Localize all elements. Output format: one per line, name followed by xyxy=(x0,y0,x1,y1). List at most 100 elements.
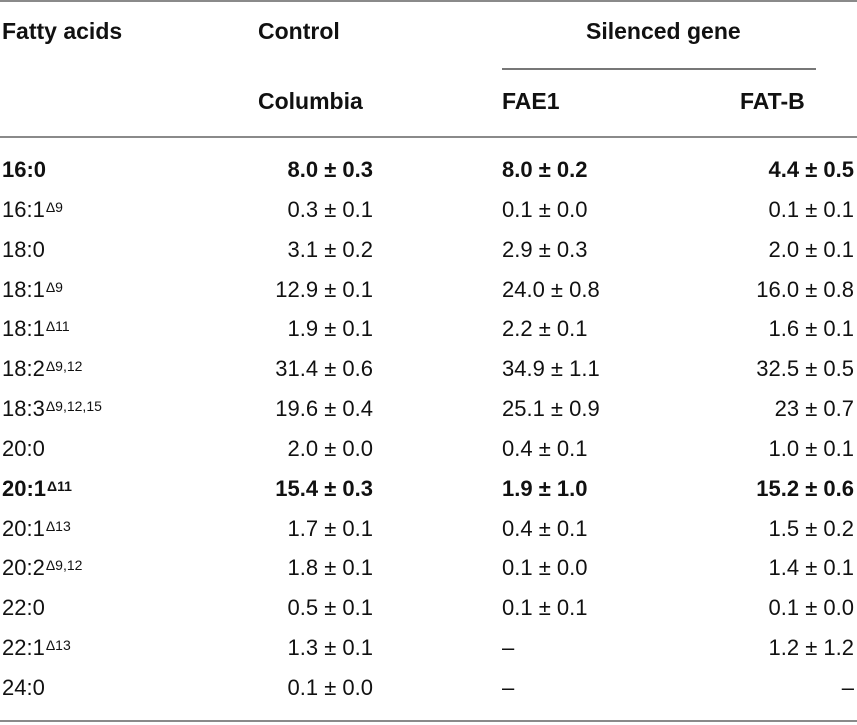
columbia-value: 31.4 ± 0.6 xyxy=(275,356,373,382)
columbia-value: 1.7 ± 0.1 xyxy=(287,515,373,541)
columbia-value: 0.5 ± 0.1 xyxy=(287,595,373,621)
fat-b-value: 2.0 ± 0.1 xyxy=(768,236,854,262)
fatty-acid-cell: 20:2Δ9,12 xyxy=(2,554,82,582)
table-bottom-rule xyxy=(0,720,857,722)
table-row: 22:0 0.5 ± 0.1 0.1 ± 0.1 0.1 ± 0.0 xyxy=(0,588,857,628)
table-row: 20:1Δ13 1.7 ± 0.1 0.4 ± 0.1 1.5 ± 0.2 xyxy=(0,509,857,549)
double-bond-position: Δ9 xyxy=(45,198,63,215)
silenced-gene-span-rule xyxy=(502,68,816,70)
table-row: 16:1Δ9 0.3 ± 0.1 0.1 ± 0.0 0.1 ± 0.1 xyxy=(0,190,857,230)
fae1-value: 24.0 ± 0.8 xyxy=(502,276,600,302)
fae1-value: – xyxy=(502,674,515,700)
header-control: Control xyxy=(258,18,340,44)
fatty-acid-name: 16:1 xyxy=(2,196,45,222)
fatty-acid-name: 18:1 xyxy=(2,276,45,302)
fae1-value: 8.0 ± 0.2 xyxy=(502,157,588,182)
fatty-acid-cell: 18:3Δ9,12,15 xyxy=(2,395,102,423)
columbia-value: 1.8 ± 0.1 xyxy=(287,555,373,581)
fae1-value: 34.9 ± 1.1 xyxy=(502,356,600,382)
double-bond-position: Δ9,12,15 xyxy=(45,398,102,415)
fatty-acid-name: 18:1 xyxy=(2,316,45,342)
header-fatty-acids: Fatty acids xyxy=(2,18,123,44)
fatty-acid-cell: 18:2Δ9,12 xyxy=(2,355,82,383)
table-row: 20:2Δ9,12 1.8 ± 0.1 0.1 ± 0.0 1.4 ± 0.1 xyxy=(0,548,857,588)
fae1-value: 1.9 ± 1.0 xyxy=(502,475,588,501)
fat-b-value: 1.5 ± 0.2 xyxy=(768,515,854,541)
double-bond-position: Δ11 xyxy=(47,477,72,494)
fae1-value: – xyxy=(502,635,515,661)
fatty-acid-name: 20:1 xyxy=(2,515,45,541)
table-row: 18:0 3.1 ± 0.2 2.9 ± 0.3 2.0 ± 0.1 xyxy=(0,230,857,270)
fatty-acid-name: 18:0 xyxy=(2,236,45,262)
columbia-value: 1.9 ± 0.1 xyxy=(287,316,373,342)
fat-b-value: 15.2 ± 0.6 xyxy=(756,475,854,501)
double-bond-position: Δ13 xyxy=(45,637,71,654)
fatty-acid-cell: 22:0 xyxy=(2,594,46,622)
fatty-acid-cell: 18:1Δ9 xyxy=(2,276,63,304)
table-top-rule xyxy=(0,0,857,2)
fat-b-value: 0.1 ± 0.1 xyxy=(768,196,854,222)
fat-b-value: 0.1 ± 0.0 xyxy=(768,595,854,621)
fat-b-value: – xyxy=(841,674,854,700)
fae1-value: 0.4 ± 0.1 xyxy=(502,515,588,541)
fatty-acid-cell: 24:0 xyxy=(2,674,46,702)
columbia-value: 0.1 ± 0.0 xyxy=(287,674,373,700)
header-fae1: FAE1 xyxy=(502,88,560,114)
fae1-value: 2.2 ± 0.1 xyxy=(502,316,588,342)
double-bond-position: Δ9 xyxy=(45,278,63,295)
fatty-acid-name: 18:3 xyxy=(2,396,45,422)
fatty-acid-name: 20:1 xyxy=(2,475,47,501)
fae1-value: 0.1 ± 0.0 xyxy=(502,555,588,581)
fae1-value: 0.1 ± 0.0 xyxy=(502,196,588,222)
table-body: 16:0 8.0 ± 0.3 8.0 ± 0.2 4.4 ± 0.5 16:1Δ9 0.3… xyxy=(0,150,857,708)
columbia-value: 8.0 ± 0.3 xyxy=(287,157,373,182)
columbia-value: 15.4 ± 0.3 xyxy=(275,475,373,501)
header-fat-b: FAT-B xyxy=(740,88,805,114)
table-row: 16:0 8.0 ± 0.3 8.0 ± 0.2 4.4 ± 0.5 xyxy=(0,150,857,190)
columbia-value: 12.9 ± 0.1 xyxy=(275,276,373,302)
fat-b-value: 16.0 ± 0.8 xyxy=(756,276,854,302)
fatty-acid-cell: 18:1Δ11 xyxy=(2,315,70,343)
fatty-acid-name: 22:0 xyxy=(2,595,45,621)
fatty-acid-name: 20:2 xyxy=(2,555,45,581)
columbia-value: 2.0 ± 0.0 xyxy=(287,435,373,461)
fae1-value: 25.1 ± 0.9 xyxy=(502,396,600,422)
fatty-acid-cell: 18:0 xyxy=(2,236,46,264)
double-bond-position: Δ9,12 xyxy=(45,557,83,574)
fatty-acid-name: 22:1 xyxy=(2,635,45,661)
table-row: 20:1Δ11 15.4 ± 0.3 1.9 ± 1.0 15.2 ± 0.6 xyxy=(0,469,857,509)
fae1-value: 2.9 ± 0.3 xyxy=(502,236,588,262)
table-row: 18:1Δ9 12.9 ± 0.1 24.0 ± 0.8 16.0 ± 0.8 xyxy=(0,270,857,310)
columbia-value: 19.6 ± 0.4 xyxy=(275,396,373,422)
fatty-acid-cell: 20:1Δ13 xyxy=(2,515,71,543)
table-row: 22:1Δ13 1.3 ± 0.1 – 1.2 ± 1.2 xyxy=(0,628,857,668)
fatty-acid-cell: 22:1Δ13 xyxy=(2,634,71,662)
table-row: 18:1Δ11 1.9 ± 0.1 2.2 ± 0.1 1.6 ± 0.1 xyxy=(0,309,857,349)
fatty-acid-name: 24:0 xyxy=(2,674,45,700)
fat-b-value: 1.4 ± 0.1 xyxy=(768,555,854,581)
fatty-acid-name: 20:0 xyxy=(2,435,45,461)
fat-b-value: 23 ± 0.7 xyxy=(774,396,854,422)
double-bond-position: Δ13 xyxy=(45,517,71,534)
fat-b-value: 32.5 ± 0.5 xyxy=(756,356,854,382)
table-row: 24:0 0.1 ± 0.0 – – xyxy=(0,668,857,708)
columbia-value: 3.1 ± 0.2 xyxy=(287,236,373,262)
fat-b-value: 4.4 ± 0.5 xyxy=(768,157,854,182)
fae1-value: 0.1 ± 0.1 xyxy=(502,595,588,621)
fat-b-value: 1.0 ± 0.1 xyxy=(768,435,854,461)
columbia-value: 1.3 ± 0.1 xyxy=(287,635,373,661)
double-bond-position: Δ11 xyxy=(45,318,70,335)
fat-b-value: 1.6 ± 0.1 xyxy=(768,316,854,342)
fatty-acid-name: 16:0 xyxy=(2,157,47,182)
table-row: 18:2Δ9,12 31.4 ± 0.6 34.9 ± 1.1 32.5 ± 0.5 xyxy=(0,349,857,389)
double-bond-position: Δ9,12 xyxy=(45,358,83,375)
header-columbia: Columbia xyxy=(258,88,363,114)
fatty-acid-cell: 16:1Δ9 xyxy=(2,196,63,224)
columbia-value: 0.3 ± 0.1 xyxy=(287,196,373,222)
fatty-acid-name: 18:2 xyxy=(2,356,45,382)
table-row: 20:0 2.0 ± 0.0 0.4 ± 0.1 1.0 ± 0.1 xyxy=(0,429,857,469)
fatty-acid-cell: 20:0 xyxy=(2,435,46,463)
fatty-acid-cell: 16:0 xyxy=(2,156,47,184)
table-row: 18:3Δ9,12,15 19.6 ± 0.4 25.1 ± 0.9 23 ± 0.7 xyxy=(0,389,857,429)
fat-b-value: 1.2 ± 1.2 xyxy=(768,635,854,661)
